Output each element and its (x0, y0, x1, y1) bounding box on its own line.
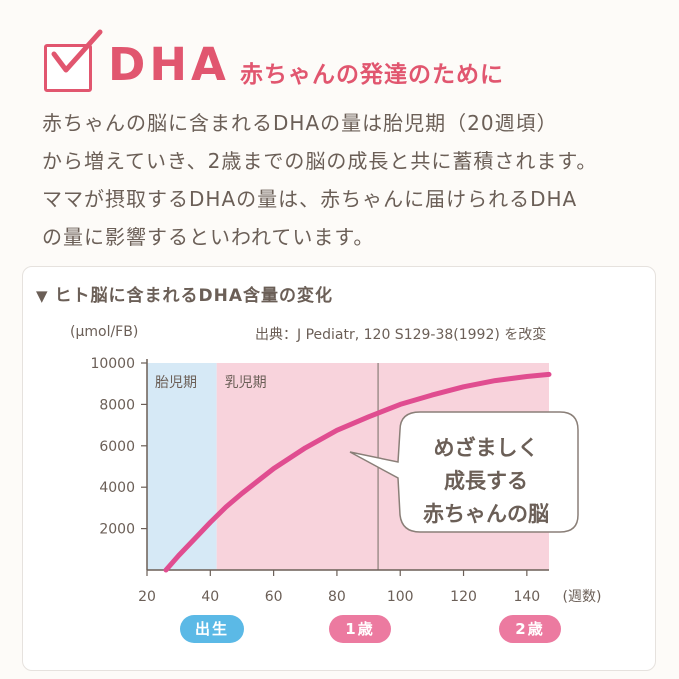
bubble-line: 赤ちゃんの脳 (423, 502, 549, 526)
dha-curve (163, 371, 552, 573)
intro-text: 赤ちゃんの脳に含まれるDHAの量は胎児期（20週頃） から増えていき、2歳までの… (42, 104, 662, 256)
y-axis-label: (μmol/FB) (70, 324, 139, 340)
intro-line: ママが摂取するDHAの量は、赤ちゃんに届けられるDHA (42, 187, 578, 211)
page-subtitle: 赤ちゃんの発達のために (240, 62, 504, 88)
x-tick-label: 120 (450, 589, 477, 605)
speech-bubble-shape (349, 411, 579, 533)
y-tick-label: 2000 (99, 522, 135, 538)
checkmark-icon (51, 29, 103, 73)
milestone-2-years: 2歳 (499, 615, 561, 643)
x-tick-label: 20 (138, 589, 156, 605)
region-label: 胎児期 (155, 375, 197, 391)
page-title: DHA (108, 38, 230, 91)
x-tick-label: 140 (513, 589, 540, 605)
speech-bubble: めざましく 成長する 赤ちゃんの脳 (402, 432, 570, 531)
chart-title-text: ヒト脳に含まれるDHA含量の変化 (54, 286, 334, 306)
x-tick-label: 80 (328, 589, 346, 605)
region-label: 乳児期 (225, 375, 267, 391)
y-tick-label: 8000 (99, 397, 135, 413)
chart-source: 出典：J Pediatr, 120 S129-38(1992) を改変 (255, 327, 547, 343)
intro-line: から増えていき、2歳までの脳の成長と共に蓄積されます。 (42, 149, 598, 173)
bubble-line: 成長する (444, 469, 528, 493)
x-tick-label: 40 (201, 589, 219, 605)
y-tick-label: 6000 (99, 439, 135, 455)
intro-line: 赤ちゃんの脳に含まれるDHAの量は胎児期（20週頃） (42, 111, 558, 135)
milestone-1-year: 1歳 (329, 615, 391, 643)
chart-region (147, 363, 217, 570)
triangle-down-icon: ▼ (36, 287, 49, 305)
y-tick-label: 10000 (90, 356, 135, 372)
milestone-birth: 出生 (180, 615, 244, 643)
chart-title: ▼ ヒト脳に含まれるDHA含量の変化 (36, 281, 333, 306)
x-tick-label: 100 (387, 589, 414, 605)
x-tick-label: 60 (265, 589, 283, 605)
y-tick-label: 4000 (99, 480, 135, 496)
x-axis-label: (週数) (563, 589, 602, 605)
bubble-line: めざましく (433, 436, 539, 460)
intro-line: の量に影響するといわれています。 (42, 225, 375, 249)
header: DHA 赤ちゃんの発達のために (44, 29, 664, 98)
